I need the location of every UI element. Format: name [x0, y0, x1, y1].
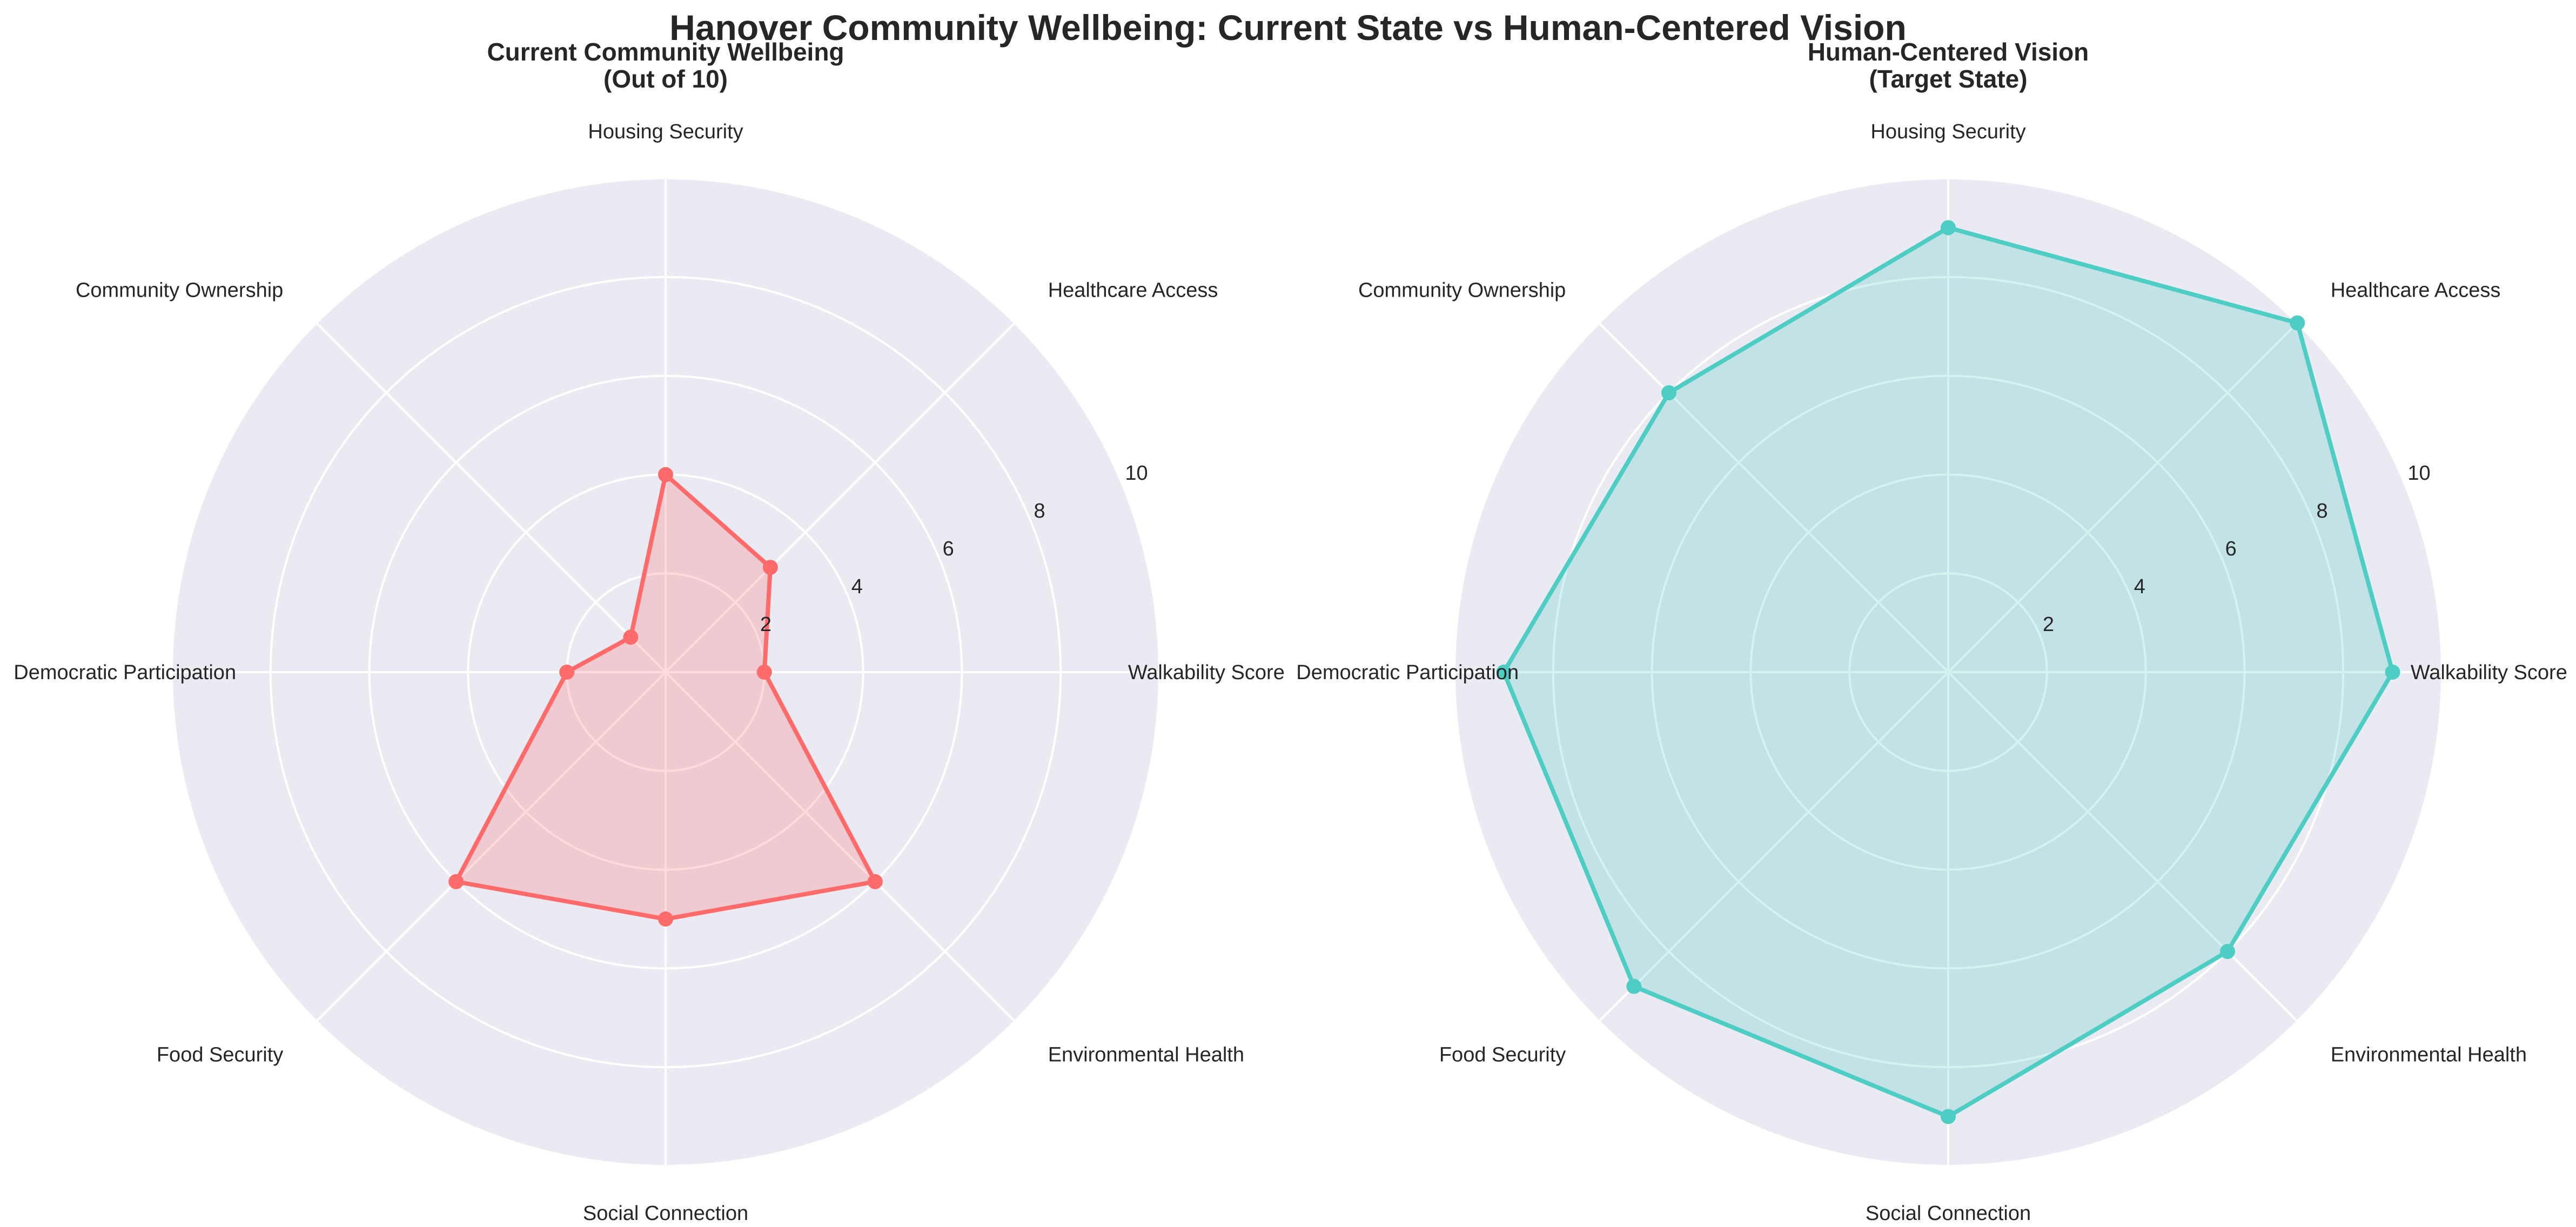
data-point-democratic-participation — [559, 665, 575, 680]
radial-tick-label: 2 — [760, 613, 772, 636]
chart-title-line: Human-Centered Vision — [1808, 38, 2089, 66]
radial-tick-label: 4 — [2134, 575, 2145, 598]
grid-spoke — [665, 671, 1016, 1022]
grid-spoke — [1598, 671, 1949, 1022]
grid-spoke — [665, 322, 1016, 673]
data-point-environmental-health — [2220, 944, 2236, 960]
radar-chart-vision: 2 4 6 8 10 Walkability Score Healthcare Access… — [1296, 38, 2567, 1225]
radial-tick-label: 10 — [1125, 462, 1148, 485]
category-label-walkability-score: Walkability Score — [1128, 661, 1285, 684]
data-point-food-security — [448, 874, 464, 889]
data-point-community-ownership — [1661, 385, 1676, 400]
chart-title-line: (Out of 10) — [603, 65, 728, 93]
data-point-walkability-score — [756, 665, 772, 680]
radial-tick-label: 6 — [2225, 538, 2237, 560]
category-label-healthcare-access: Healthcare Access — [2331, 279, 2501, 301]
category-label-walkability-score: Walkability Score — [2411, 661, 2567, 684]
category-label-housing-security: Housing Security — [588, 120, 743, 143]
category-label-social-connection: Social Connection — [1866, 1202, 2031, 1225]
data-point-social-connection — [658, 911, 673, 927]
radial-tick-label: 2 — [2043, 613, 2054, 636]
category-label-democratic-participation: Democratic Participation — [14, 661, 236, 684]
data-point-walkability-score — [2385, 665, 2400, 680]
radar-chart-current: 2 4 6 8 10 Walkability Score Healthcare Access… — [14, 38, 1285, 1225]
data-point-healthcare-access — [2290, 315, 2305, 331]
radial-tick-label: 8 — [1034, 500, 1045, 522]
data-point-environmental-health — [867, 874, 883, 889]
figure-title: Hanover Community Wellbeing: Current Sta… — [669, 8, 1907, 48]
data-point-housing-security — [658, 467, 673, 482]
data-point-social-connection — [1941, 1109, 1956, 1124]
category-label-food-security: Food Security — [157, 1044, 283, 1067]
category-label-food-security: Food Security — [1439, 1044, 1566, 1067]
category-label-healthcare-access: Healthcare Access — [1048, 279, 1218, 301]
category-label-community-ownership: Community Ownership — [1358, 279, 1566, 301]
chart-title-line: (Target State) — [1869, 65, 2027, 93]
radial-tick-label: 4 — [851, 575, 863, 598]
category-label-housing-security: Housing Security — [1870, 120, 2025, 143]
radial-tick-label: 10 — [2407, 462, 2430, 485]
category-label-democratic-participation: Democratic Participation — [1296, 661, 1519, 684]
grid-spoke — [1598, 322, 1949, 673]
grid-spoke — [316, 322, 667, 673]
data-point-healthcare-access — [762, 560, 778, 575]
category-label-social-connection: Social Connection — [583, 1202, 748, 1225]
series-area-vision — [1504, 227, 2393, 1117]
data-point-community-ownership — [623, 629, 639, 645]
data-point-housing-security — [1941, 220, 1956, 236]
series-area-current — [456, 474, 875, 919]
category-label-environmental-health: Environmental Health — [1048, 1044, 1244, 1067]
grid-spoke — [1947, 322, 2298, 673]
data-point-democratic-participation — [1496, 665, 1512, 680]
category-label-environmental-health: Environmental Health — [2331, 1044, 2527, 1067]
grid-spoke — [316, 671, 667, 1022]
radial-tick-label: 6 — [943, 538, 954, 560]
radial-tick-label: 8 — [2317, 500, 2328, 522]
data-point-food-security — [1626, 978, 1642, 994]
chart-title-line: Current Community Wellbeing — [487, 38, 844, 66]
grid-spoke — [1947, 671, 2298, 1022]
category-label-community-ownership: Community Ownership — [76, 279, 283, 301]
